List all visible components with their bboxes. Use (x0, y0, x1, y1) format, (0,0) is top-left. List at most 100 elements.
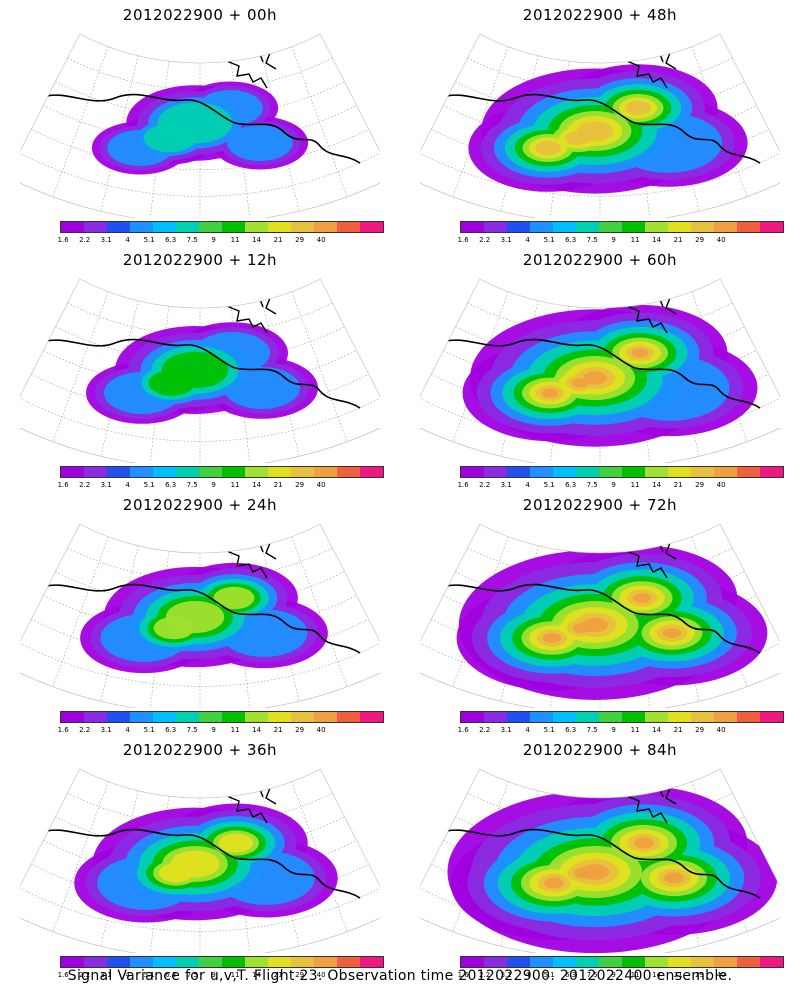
colorbar-tick-label: 3.1 (100, 481, 112, 489)
latitude-line (55, 816, 345, 852)
longitude-line (149, 306, 170, 463)
colorbar-tick-label: 11 (230, 481, 240, 489)
longitude-line (52, 291, 109, 442)
colorbar-swatch (737, 957, 760, 967)
colorbar-swatch (484, 712, 507, 722)
colorbar-swatch (461, 467, 484, 477)
colorbar-tick-label: 9 (211, 971, 216, 979)
colorbar-tick-label: 21 (273, 481, 283, 489)
colorbar-swatch (222, 222, 245, 232)
colorbar-tick-label: 6.3 (565, 971, 577, 979)
colorbar-tick-label: 2.2 (479, 971, 491, 979)
variance-map (20, 768, 380, 953)
colorbar-swatch (553, 712, 576, 722)
colorbar-tick-label: 4 (525, 971, 530, 979)
latitude-line (55, 81, 345, 117)
map-layers (20, 42, 380, 218)
variance-map (20, 33, 380, 218)
colorbar-swatch (668, 467, 691, 477)
colorbar-swatch (61, 957, 84, 967)
colorbar-swatch (153, 467, 176, 477)
variance-contour (213, 586, 255, 610)
colorbar-swatch (84, 712, 107, 722)
colorbar-swatch (691, 222, 714, 232)
colorbar-swatch (199, 222, 222, 232)
colorbar-swatch (668, 222, 691, 232)
colorbar-tick-label: 40 (716, 481, 726, 489)
forecast-panel: 2012022900 + 60h 1.6 2.2 3.1 4 5.1 6.3 7.5 9 11 14… (400, 245, 800, 490)
colorbar-tick-label: 14 (252, 971, 262, 979)
colorbar-tick-label: 29 (695, 236, 705, 244)
panel-title: 2012022900 + 48h (522, 6, 678, 24)
colorbar-swatch (245, 712, 268, 722)
colorbar-swatch (130, 712, 153, 722)
colorbar-swatch (530, 467, 553, 477)
colorbar-swatch (576, 957, 599, 967)
colorbar-swatch (507, 222, 530, 232)
colorbar-swatch (107, 957, 130, 967)
colorbar-swatch (153, 222, 176, 232)
colorbar-tick-label: 1.6 (57, 481, 69, 489)
forecast-panel: 2012022900 + 12h 1.6 2.2 3.1 4 5.1 6.3 7.5 9 11 14… (0, 245, 400, 490)
colorbar-tick-label: 21 (273, 971, 283, 979)
colorbar-ticks: 1.6 2.2 3.1 4 5.1 6.3 7.5 9 11 14 21 29 40 (457, 481, 761, 491)
colorbar-tick-label: 2.2 (479, 236, 491, 244)
longitude-line (230, 306, 251, 463)
colorbar-swatch (645, 222, 668, 232)
colorbar-swatch (461, 957, 484, 967)
colorbar-tick-label: 1.6 (457, 481, 469, 489)
variance-contour (571, 378, 589, 388)
variance-contour (664, 872, 684, 884)
colorbar-swatch (461, 712, 484, 722)
longitude-line (291, 46, 348, 197)
colorbar-swatch (360, 222, 383, 232)
colorbar-swatch (222, 467, 245, 477)
colorbar-tick-label: 1.6 (457, 726, 469, 734)
colorbar-tick-label: 4 (125, 726, 130, 734)
variance-contour (535, 140, 561, 156)
colorbar-ticks: 1.6 2.2 3.1 4 5.1 6.3 7.5 9 11 14 21 29 40 (457, 726, 761, 736)
colorbar-swatch (199, 467, 222, 477)
colorbar-swatch (484, 467, 507, 477)
colorbar-swatch (291, 467, 314, 477)
map-border (420, 523, 780, 708)
colorbar-swatch (61, 222, 84, 232)
colorbar-tick-label: 9 (611, 726, 616, 734)
colorbar-swatch (130, 467, 153, 477)
longitude-line (149, 61, 170, 218)
colorbar (460, 466, 784, 478)
panel-title: 2012022900 + 84h (522, 741, 678, 759)
map-border (420, 768, 780, 953)
colorbar-swatch (622, 957, 645, 967)
colorbar-tick-label: 6.3 (165, 971, 177, 979)
colorbar-tick-label: 4 (125, 971, 130, 979)
colorbar-tick-label: 6.3 (565, 236, 577, 244)
colorbar-tick-label: 14 (652, 971, 662, 979)
colorbar (60, 956, 384, 968)
map-layers (20, 532, 380, 708)
longitude-line (261, 545, 300, 702)
colorbar-swatch (61, 712, 84, 722)
colorbar-swatch (314, 467, 337, 477)
colorbar-tick-label: 11 (630, 971, 640, 979)
colorbar-ticks: 1.6 2.2 3.1 4 5.1 6.3 7.5 9 11 14 21 29 40 (58, 971, 361, 981)
colorbar-swatch (507, 712, 530, 722)
colorbar-tick-label: 29 (295, 971, 305, 979)
colorbar (60, 221, 384, 233)
colorbar-tick-label: 7.5 (186, 971, 198, 979)
colorbar-swatch (691, 467, 714, 477)
colorbar-tick-label: 40 (316, 481, 326, 489)
colorbar-tick-label: 14 (652, 236, 662, 244)
colorbar-swatch (599, 467, 622, 477)
longitude-line (261, 790, 300, 947)
colorbar-swatch (668, 957, 691, 967)
colorbar-swatch (484, 222, 507, 232)
colorbar-tick-label: 14 (252, 481, 262, 489)
map-layers (420, 532, 780, 708)
colorbar-swatch (714, 957, 737, 967)
colorbar-tick-label: 14 (652, 481, 662, 489)
colorbar-tick-label: 3.1 (500, 236, 512, 244)
colorbar-swatch (245, 467, 268, 477)
colorbar-swatch (84, 222, 107, 232)
colorbar-swatch (314, 957, 337, 967)
